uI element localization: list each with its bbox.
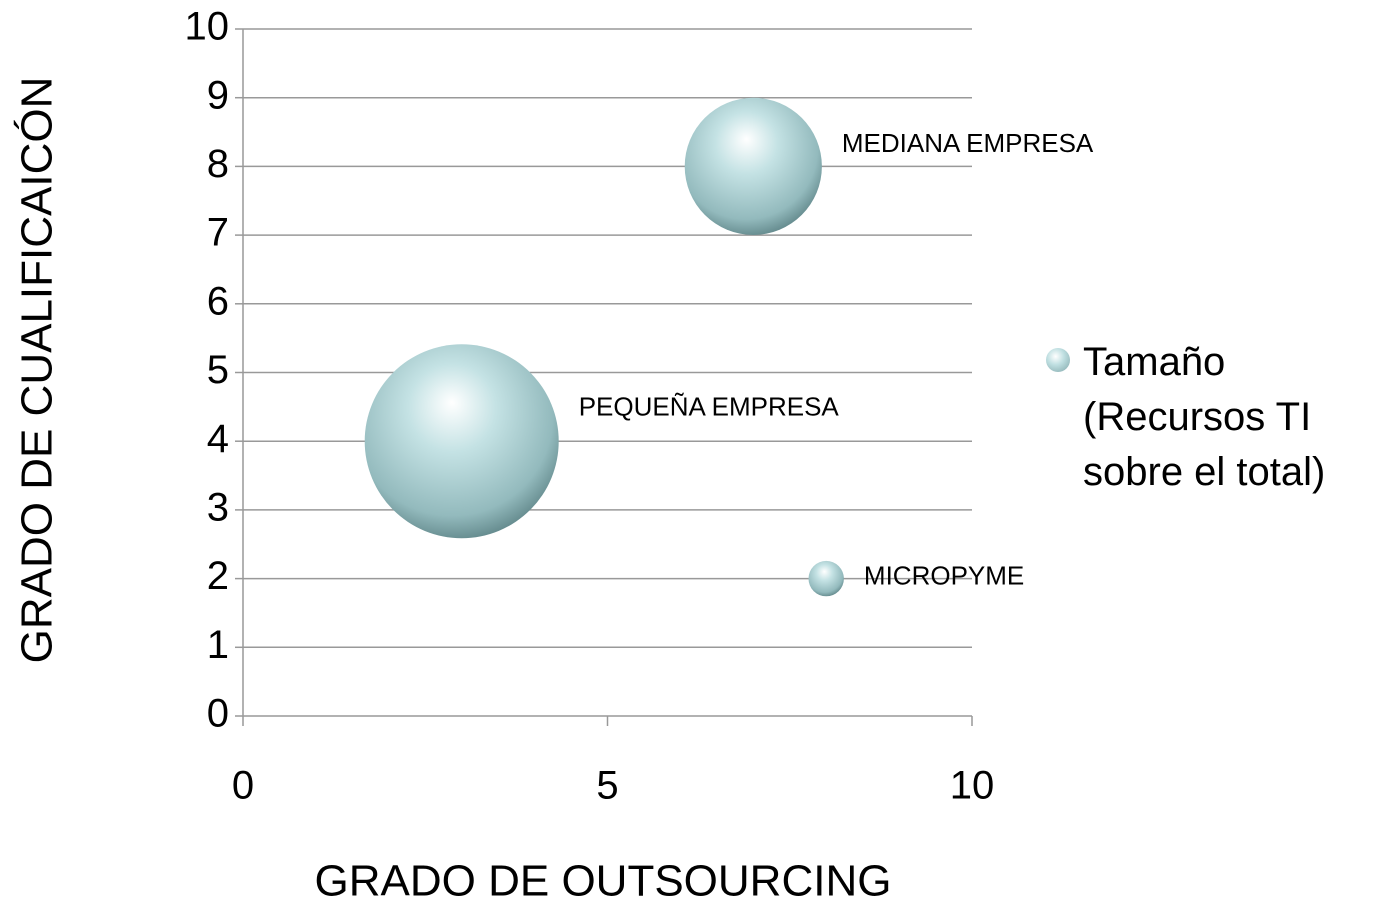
y-tick-label: 5 [207,348,229,392]
bubble [364,344,559,539]
x-tick-label: 5 [596,764,618,808]
y-tick-label: 3 [207,485,229,529]
y-tick-label: 10 [185,5,230,49]
y-tick-label: 4 [207,417,229,461]
y-tick-label: 9 [207,73,229,117]
x-tick-label: 0 [232,764,254,808]
y-tick-label: 8 [207,142,229,186]
y-tick-label: 6 [207,279,229,323]
bubble [684,97,822,235]
legend-label: Tamaño (Recursos TI sobre el total) [1083,340,1326,494]
data-label: MICROPYME [864,560,1024,590]
legend-marker [1046,348,1070,372]
bubble [808,560,844,597]
y-tick-label: 7 [207,211,229,255]
y-tick-label: 1 [207,623,229,667]
data-label: MEDIANA EMPRESA [842,128,1094,158]
x-axis-title: GRADO DE OUTSOURCING [315,857,892,906]
data-label: PEQUEÑA EMPRESA [579,391,840,421]
y-tick-label: 0 [207,692,229,736]
y-axis-title: GRADO DE CUALIFICAICÓN [13,77,62,664]
x-tick-label: 10 [950,764,995,808]
y-tick-label: 2 [207,554,229,598]
